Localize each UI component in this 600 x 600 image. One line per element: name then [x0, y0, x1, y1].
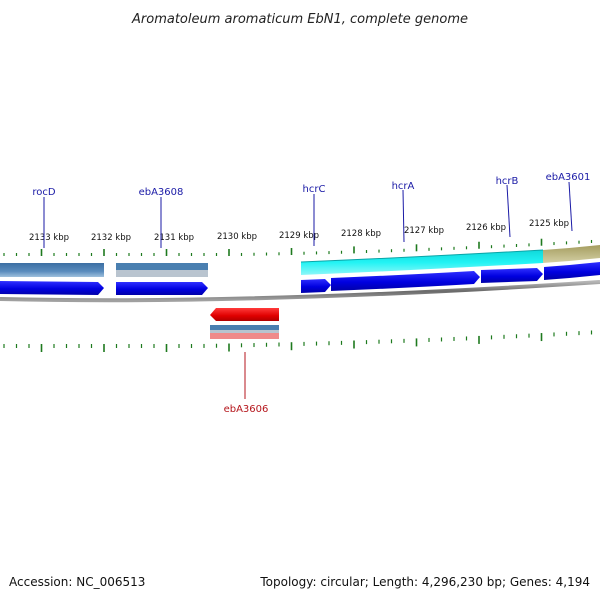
- gene-label-ebA3601[interactable]: ebA3601: [546, 172, 591, 183]
- feature-ring: [0, 245, 600, 277]
- scale-label: 2127 kbp: [404, 226, 444, 236]
- gene-feature-rocD[interactable]: [0, 263, 104, 277]
- map-title: Aromatoleum aromaticum EbN1, complete ge…: [131, 12, 468, 27]
- scale-label: 2128 kbp: [341, 229, 381, 239]
- scale-label: 2129 kbp: [279, 231, 319, 241]
- scale-label: 2125 kbp: [529, 219, 569, 229]
- cds-arrow-hcrB[interactable]: [481, 268, 543, 283]
- gene-feature-ebA3608[interactable]: [116, 263, 208, 270]
- gene-feature-ebA3601[interactable]: [543, 245, 600, 263]
- callout-line: [506, 184, 511, 238]
- scale-label: 2131 kbp: [154, 233, 194, 243]
- gene-labels: rocD ebA3608 hcrC hcrA hcrB ebA3601 ebA3…: [32, 172, 590, 415]
- gene-label-rocD[interactable]: rocD: [32, 187, 56, 198]
- cds-arrow-hcrA[interactable]: [331, 271, 480, 291]
- genome-summary-text: Topology: circular; Length: 4,296,230 bp…: [259, 575, 590, 589]
- scale-label: 2126 kbp: [466, 223, 506, 233]
- scale-label: 2132 kbp: [91, 233, 131, 243]
- gene-feature-ebA3608-lower: [116, 270, 208, 277]
- scale-label: 2130 kbp: [217, 232, 257, 242]
- accession-text: Accession: NC_006513: [9, 575, 145, 589]
- cds-arrow-ebA3608[interactable]: [116, 282, 208, 295]
- callout-line: [568, 181, 573, 232]
- gene-label-hcrC[interactable]: hcrC: [303, 184, 326, 195]
- cds-arrow-ebA3606[interactable]: [210, 308, 279, 321]
- genome-backbone: [0, 280, 600, 303]
- forward-cds-track: [0, 262, 600, 295]
- cds-arrow-rocD[interactable]: [0, 281, 104, 295]
- callout-line: [402, 189, 405, 243]
- gene-feature-ebA3606-upper: [210, 325, 279, 330]
- scale-ticks: [3, 238, 593, 352]
- gene-label-ebA3608[interactable]: ebA3608: [139, 187, 184, 198]
- gene-label-hcrB[interactable]: hcrB: [496, 176, 519, 187]
- highlight-edge: [300, 249, 544, 263]
- gene-feature-hcr-operon[interactable]: [301, 250, 543, 275]
- gene-label-hcrA[interactable]: hcrA: [392, 181, 415, 192]
- scale-label: 2133 kbp: [29, 233, 69, 243]
- reverse-cds-track: [210, 308, 279, 339]
- cds-arrow-hcrC[interactable]: [301, 279, 331, 293]
- cds-arrow-ebA3601[interactable]: [544, 262, 600, 280]
- gene-feature-ebA3606-lower[interactable]: [210, 333, 279, 339]
- gene-feature-ebA3606-mid: [210, 330, 279, 333]
- gene-label-ebA3606[interactable]: ebA3606: [224, 404, 269, 415]
- scale-labels: 2133 kbp 2132 kbp 2131 kbp 2130 kbp 2129…: [29, 219, 569, 243]
